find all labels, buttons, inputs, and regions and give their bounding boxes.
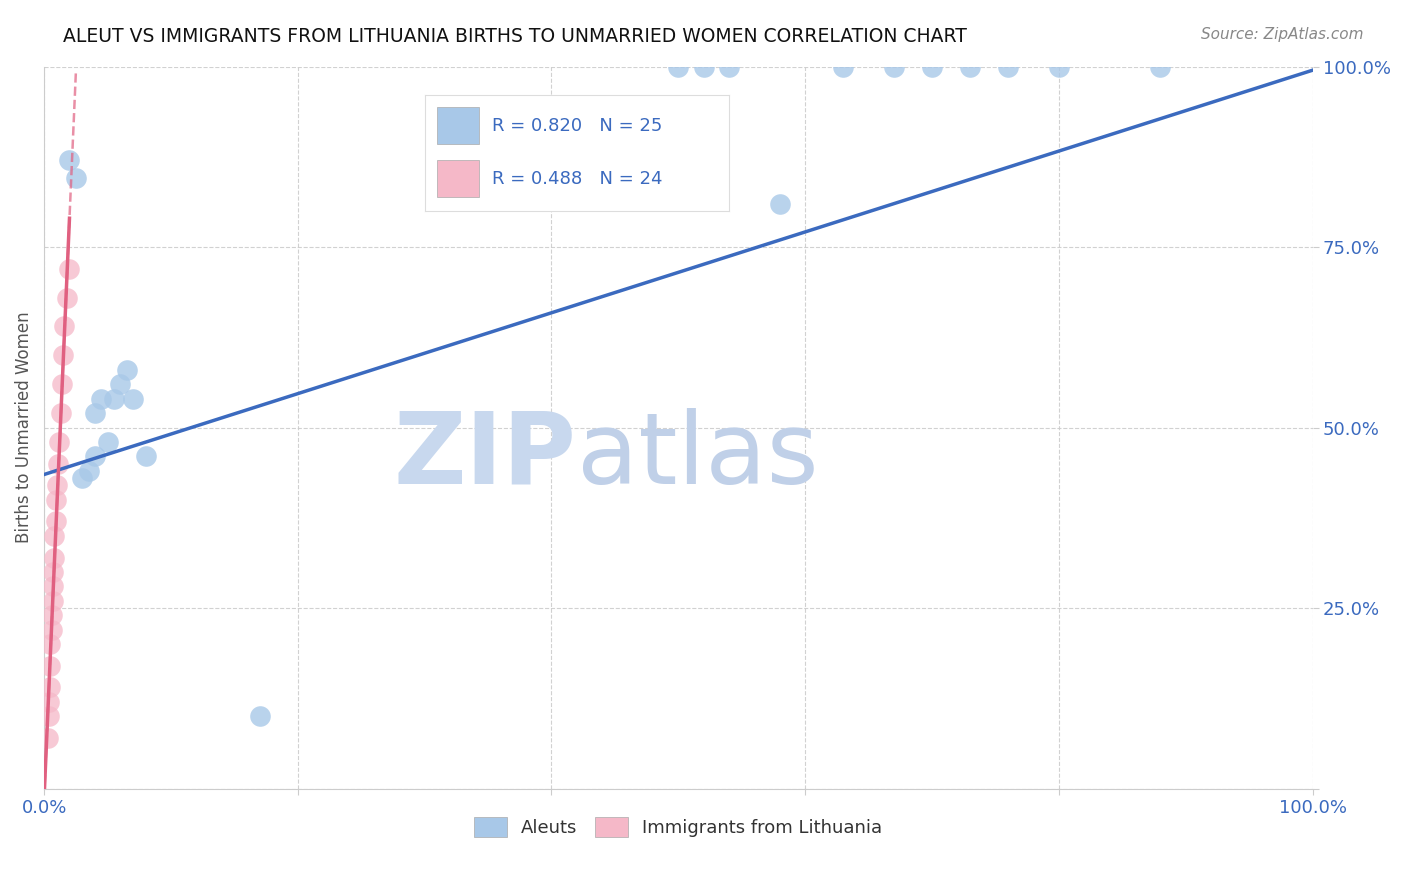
Text: ALEUT VS IMMIGRANTS FROM LITHUANIA BIRTHS TO UNMARRIED WOMEN CORRELATION CHART: ALEUT VS IMMIGRANTS FROM LITHUANIA BIRTH…	[63, 27, 967, 45]
Point	[249, 709, 271, 723]
Point	[58, 153, 80, 168]
Point	[48, 435, 70, 450]
Point	[44, 529, 66, 543]
Point	[103, 392, 125, 406]
Point	[832, 60, 855, 74]
Point	[1047, 60, 1070, 74]
Point	[693, 60, 716, 74]
Point	[83, 450, 105, 464]
Point	[58, 261, 80, 276]
Point	[115, 363, 138, 377]
Point	[39, 658, 62, 673]
Point	[77, 464, 100, 478]
Point	[769, 196, 792, 211]
Point	[96, 435, 118, 450]
Point	[49, 406, 72, 420]
Text: Source: ZipAtlas.com: Source: ZipAtlas.com	[1201, 27, 1364, 42]
Text: atlas: atlas	[576, 408, 818, 505]
Point	[56, 291, 79, 305]
Point	[51, 377, 73, 392]
Point	[52, 348, 75, 362]
Legend: Aleuts, Immigrants from Lithuania: Aleuts, Immigrants from Lithuania	[467, 810, 890, 845]
Point	[1149, 60, 1171, 74]
Text: ZIP: ZIP	[394, 408, 576, 505]
Point	[959, 60, 981, 74]
Y-axis label: Births to Unmarried Women: Births to Unmarried Women	[15, 311, 32, 543]
Point	[44, 515, 66, 529]
Point	[666, 60, 689, 74]
Point	[44, 550, 66, 565]
Point	[718, 60, 741, 74]
Point	[44, 492, 66, 507]
Point	[65, 171, 87, 186]
Point	[42, 565, 65, 579]
Point	[135, 450, 157, 464]
Point	[38, 695, 60, 709]
Point	[921, 60, 943, 74]
Point	[46, 457, 69, 471]
Point	[90, 392, 112, 406]
Point	[42, 594, 65, 608]
Point	[997, 60, 1019, 74]
Point	[53, 319, 76, 334]
Point	[70, 471, 93, 485]
Point	[42, 579, 65, 593]
Point	[41, 608, 63, 623]
Point	[38, 709, 60, 723]
Point	[110, 377, 132, 392]
Point	[122, 392, 145, 406]
Point	[39, 681, 62, 695]
Point	[83, 406, 105, 420]
Point	[37, 731, 59, 745]
Point	[45, 478, 67, 492]
Point	[883, 60, 905, 74]
Point	[39, 637, 62, 651]
Point	[41, 623, 63, 637]
